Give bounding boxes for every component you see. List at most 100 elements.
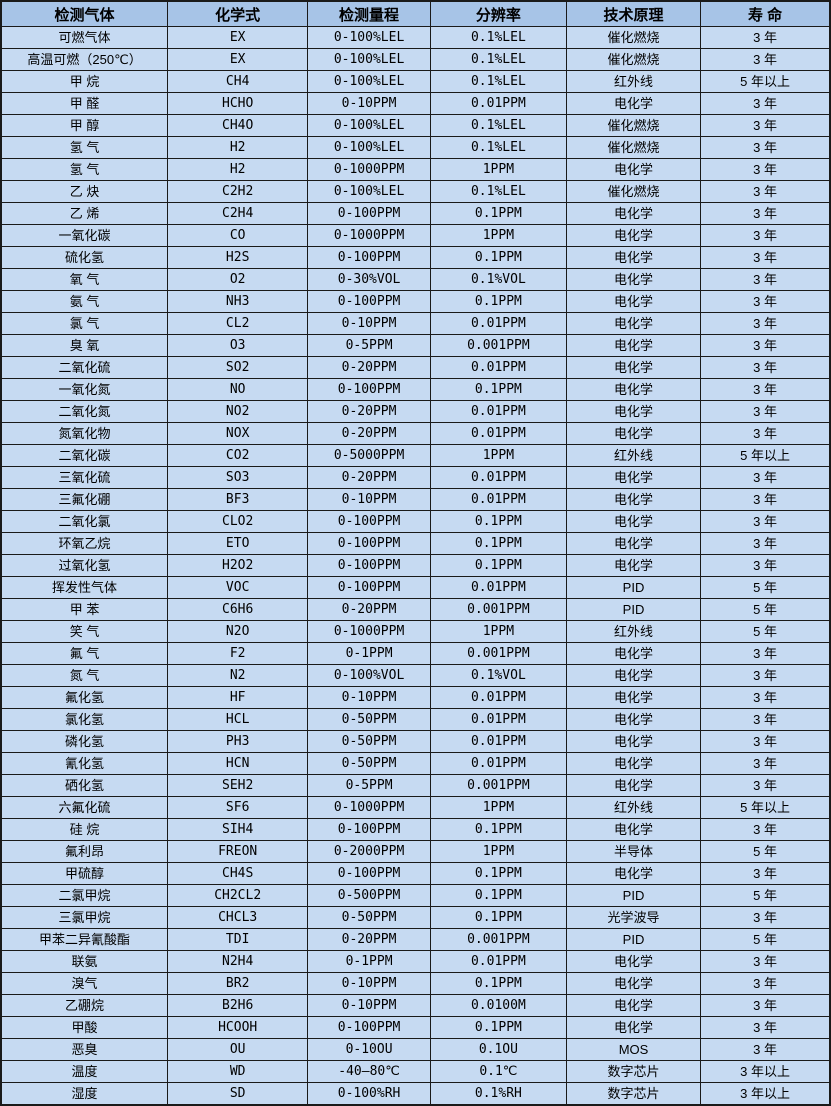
cell-resolution: 0.1%RH bbox=[429, 1082, 567, 1106]
table-row: 可燃气体 EX 0-100%LEL 0.1%LEL 催化燃烧 3 年 bbox=[0, 26, 831, 49]
cell-lifespan: 3 年 bbox=[700, 246, 831, 269]
cell-formula: TDI bbox=[167, 928, 309, 951]
cell-formula: O3 bbox=[167, 334, 309, 357]
cell-principle: 电化学 bbox=[565, 642, 702, 665]
table-row: 甲 苯 C6H6 0-20PPM 0.001PPM PID 5 年 bbox=[0, 598, 831, 621]
table-row: 二氧化碳 CO2 0-5000PPM 1PPM 红外线 5 年以上 bbox=[0, 444, 831, 467]
cell-principle: 光学波导 bbox=[565, 906, 702, 929]
cell-formula: FREON bbox=[167, 840, 309, 863]
cell-resolution: 0.01PPM bbox=[429, 356, 567, 379]
cell-resolution: 0.1%VOL bbox=[429, 664, 567, 687]
cell-resolution: 0.01PPM bbox=[429, 400, 567, 423]
cell-principle: 电化学 bbox=[565, 862, 702, 885]
cell-gas: 甲 苯 bbox=[0, 598, 169, 621]
cell-gas: 氯化氢 bbox=[0, 708, 169, 731]
cell-lifespan: 3 年 bbox=[700, 268, 831, 291]
table-row: 甲 醛 HCHO 0-10PPM 0.01PPM 电化学 3 年 bbox=[0, 92, 831, 115]
cell-principle: 电化学 bbox=[565, 686, 702, 709]
table-row: 甲硫醇 CH4S 0-100PPM 0.1PPM 电化学 3 年 bbox=[0, 862, 831, 885]
cell-resolution: 0.001PPM bbox=[429, 598, 567, 621]
cell-gas: 硅 烷 bbox=[0, 818, 169, 841]
cell-gas: 氟化氢 bbox=[0, 686, 169, 709]
cell-lifespan: 5 年以上 bbox=[700, 796, 831, 819]
cell-principle: 电化学 bbox=[565, 246, 702, 269]
cell-principle: 电化学 bbox=[565, 730, 702, 753]
table-row: 氢 气 H2 0-100%LEL 0.1%LEL 催化燃烧 3 年 bbox=[0, 136, 831, 159]
cell-principle: 电化学 bbox=[565, 818, 702, 841]
cell-formula: CO2 bbox=[167, 444, 309, 467]
cell-lifespan: 3 年 bbox=[700, 730, 831, 753]
cell-gas: 二氧化硫 bbox=[0, 356, 169, 379]
cell-range: 0-50PPM bbox=[307, 752, 431, 775]
cell-principle: 电化学 bbox=[565, 466, 702, 489]
cell-range: 0-30%VOL bbox=[307, 268, 431, 291]
cell-lifespan: 3 年 bbox=[700, 158, 831, 181]
cell-range: 0-100PPM bbox=[307, 818, 431, 841]
table-row: 恶臭 OU 0-10OU 0.1OU MOS 3 年 bbox=[0, 1038, 831, 1061]
cell-principle: 电化学 bbox=[565, 92, 702, 115]
cell-resolution: 0.01PPM bbox=[429, 708, 567, 731]
table-row: 氟化氢 HF 0-10PPM 0.01PPM 电化学 3 年 bbox=[0, 686, 831, 709]
cell-formula: C6H6 bbox=[167, 598, 309, 621]
cell-gas: 氮 气 bbox=[0, 664, 169, 687]
cell-gas: 氢 气 bbox=[0, 158, 169, 181]
table-row: 氯化氢 HCL 0-50PPM 0.01PPM 电化学 3 年 bbox=[0, 708, 831, 731]
cell-range: 0-100%LEL bbox=[307, 114, 431, 137]
cell-resolution: 0.01PPM bbox=[429, 730, 567, 753]
table-row: 二氧化氯 CLO2 0-100PPM 0.1PPM 电化学 3 年 bbox=[0, 510, 831, 533]
cell-formula: CO bbox=[167, 224, 309, 247]
cell-principle: 电化学 bbox=[565, 290, 702, 313]
table-row: 六氟化硫 SF6 0-1000PPM 1PPM 红外线 5 年以上 bbox=[0, 796, 831, 819]
cell-formula: HF bbox=[167, 686, 309, 709]
cell-principle: 电化学 bbox=[565, 488, 702, 511]
cell-formula: F2 bbox=[167, 642, 309, 665]
cell-principle: 红外线 bbox=[565, 70, 702, 93]
cell-formula: SO2 bbox=[167, 356, 309, 379]
column-header-range: 检测量程 bbox=[307, 0, 431, 27]
cell-lifespan: 3 年 bbox=[700, 48, 831, 71]
cell-range: 0-100%LEL bbox=[307, 180, 431, 203]
table-row: 氧 气 O2 0-30%VOL 0.1%VOL 电化学 3 年 bbox=[0, 268, 831, 291]
cell-resolution: 0.01PPM bbox=[429, 466, 567, 489]
cell-range: 0-10PPM bbox=[307, 92, 431, 115]
cell-principle: 催化燃烧 bbox=[565, 26, 702, 49]
cell-lifespan: 3 年 bbox=[700, 26, 831, 49]
cell-range: 0-100PPM bbox=[307, 576, 431, 599]
cell-resolution: 0.001PPM bbox=[429, 928, 567, 951]
table-row: 一氧化碳 CO 0-1000PPM 1PPM 电化学 3 年 bbox=[0, 224, 831, 247]
cell-principle: 数字芯片 bbox=[565, 1060, 702, 1083]
cell-principle: 电化学 bbox=[565, 1016, 702, 1039]
cell-range: 0-100PPM bbox=[307, 1016, 431, 1039]
cell-range: 0-1000PPM bbox=[307, 796, 431, 819]
cell-range: 0-50PPM bbox=[307, 730, 431, 753]
cell-gas: 高温可燃（250℃） bbox=[0, 48, 169, 71]
cell-gas: 乙硼烷 bbox=[0, 994, 169, 1017]
table-row: 二氧化硫 SO2 0-20PPM 0.01PPM 电化学 3 年 bbox=[0, 356, 831, 379]
cell-range: 0-10PPM bbox=[307, 686, 431, 709]
cell-resolution: 0.001PPM bbox=[429, 334, 567, 357]
table-row: 磷化氢 PH3 0-50PPM 0.01PPM 电化学 3 年 bbox=[0, 730, 831, 753]
table-row: 臭 氧 O3 0-5PPM 0.001PPM 电化学 3 年 bbox=[0, 334, 831, 357]
table-row: 氟 气 F2 0-1PPM 0.001PPM 电化学 3 年 bbox=[0, 642, 831, 665]
cell-formula: B2H6 bbox=[167, 994, 309, 1017]
cell-principle: 电化学 bbox=[565, 224, 702, 247]
cell-formula: BF3 bbox=[167, 488, 309, 511]
cell-principle: 电化学 bbox=[565, 356, 702, 379]
cell-formula: H2O2 bbox=[167, 554, 309, 577]
cell-resolution: 0.001PPM bbox=[429, 642, 567, 665]
cell-formula: H2 bbox=[167, 158, 309, 181]
cell-principle: 电化学 bbox=[565, 994, 702, 1017]
cell-range: 0-100%VOL bbox=[307, 664, 431, 687]
cell-range: 0-100%RH bbox=[307, 1082, 431, 1106]
cell-principle: MOS bbox=[565, 1038, 702, 1061]
cell-resolution: 0.01PPM bbox=[429, 950, 567, 973]
cell-resolution: 1PPM bbox=[429, 158, 567, 181]
cell-formula: NOX bbox=[167, 422, 309, 445]
cell-gas: 乙 烯 bbox=[0, 202, 169, 225]
table-row: 三氧化硫 SO3 0-20PPM 0.01PPM 电化学 3 年 bbox=[0, 466, 831, 489]
cell-formula: WD bbox=[167, 1060, 309, 1083]
cell-principle: 电化学 bbox=[565, 312, 702, 335]
table-row: 二氧化氮 NO2 0-20PPM 0.01PPM 电化学 3 年 bbox=[0, 400, 831, 423]
cell-range: 0-5000PPM bbox=[307, 444, 431, 467]
